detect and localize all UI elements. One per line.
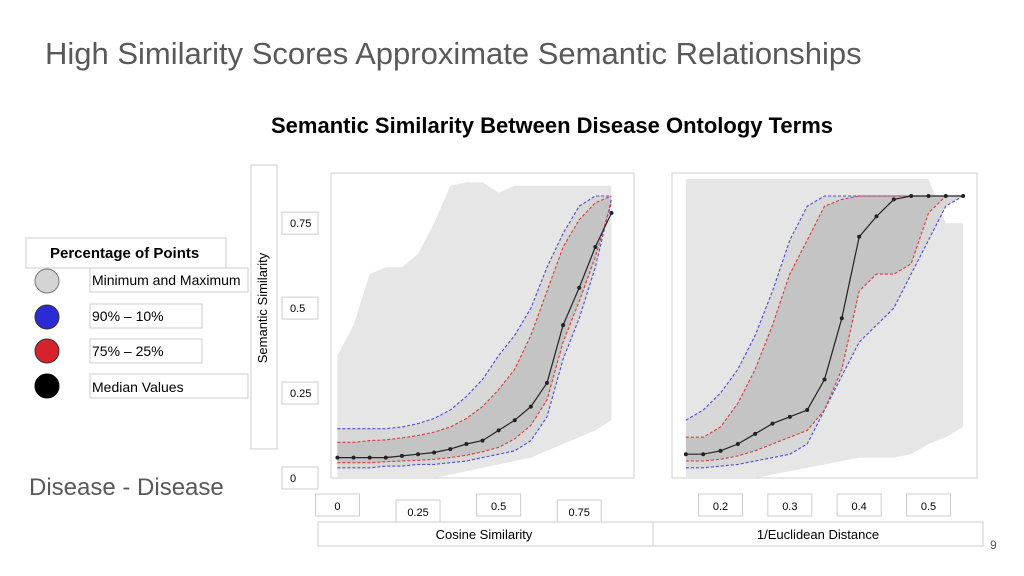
median-point	[961, 193, 966, 198]
median-point	[943, 193, 948, 198]
line-p10	[337, 199, 612, 469]
y-tick-box	[281, 381, 319, 405]
median-point	[496, 428, 501, 433]
x-tick-label: 0.5	[921, 501, 936, 513]
x-tick-box	[905, 493, 951, 517]
y-axis-ticks: 0 0.25 0.5 0.75	[281, 211, 319, 490]
x-tick-label: 0.25	[407, 507, 428, 519]
median-point	[544, 380, 549, 385]
median-point	[383, 455, 388, 460]
median-point	[432, 450, 437, 455]
panel-euclidean: 0.2 0.3 0.4 0.5	[671, 172, 978, 517]
line-p90	[337, 195, 612, 430]
median-point	[351, 455, 356, 460]
median-point	[464, 442, 469, 447]
legend-label-box	[89, 303, 203, 329]
legend-label-box	[89, 373, 249, 399]
x-tick-label: 0.3	[782, 501, 797, 513]
x-axis-label-euclidean: 1/Euclidean Distance	[757, 527, 879, 542]
median-point	[701, 452, 706, 457]
median-point	[753, 431, 758, 436]
median-point	[874, 214, 879, 219]
x-tick-box	[476, 493, 522, 517]
median-point	[718, 448, 723, 453]
y-tick-box	[281, 466, 319, 490]
median-point	[480, 438, 485, 443]
y-axis-label-box	[250, 164, 278, 450]
y-tick-box	[281, 296, 319, 320]
median-point	[926, 193, 931, 198]
legend-label-box	[89, 338, 203, 364]
chart-title: Semantic Similarity Between Disease Onto…	[271, 113, 834, 138]
line-p25	[685, 195, 964, 462]
legend-label-median: Median Values	[92, 379, 184, 395]
median-point	[822, 377, 827, 382]
median-point	[609, 210, 614, 215]
median-point	[528, 404, 533, 409]
x-tick-label: 0.2	[713, 501, 728, 513]
y-tick-box	[281, 211, 319, 235]
y-axis-label: Semantic Similarity	[255, 252, 270, 363]
legend-swatch-p90	[34, 304, 60, 330]
median-point	[839, 316, 844, 321]
median-point	[805, 408, 810, 413]
band-p25-p75	[337, 196, 612, 463]
x-tick-box	[314, 493, 360, 517]
x-tick-label: 0.75	[568, 507, 589, 519]
x-axis-label-box-euclidean	[652, 521, 984, 547]
x-tick-label: 0.5	[491, 501, 506, 513]
legend-label-box	[89, 267, 249, 293]
x-axis-label-box-cosine	[317, 521, 654, 547]
y-tick-label: 0.25	[290, 388, 311, 400]
legend-label-p90: 90% – 10%	[92, 308, 164, 324]
slide-subtitle: Disease - Disease	[29, 474, 224, 501]
median-point	[857, 234, 862, 239]
median-point	[448, 447, 453, 452]
legend: Percentage of Points Minimum and Maximum…	[25, 237, 249, 399]
panel-cosine: 0 0.25 0.5 0.75	[314, 172, 635, 523]
median-point	[891, 197, 896, 202]
line-p75	[337, 195, 612, 443]
median-point	[683, 452, 688, 457]
y-tick-label: 0	[290, 473, 296, 485]
legend-title: Percentage of Points	[50, 245, 199, 262]
legend-swatch-minmax	[34, 268, 60, 294]
x-tick-box	[836, 493, 882, 517]
x-tick-box	[767, 493, 813, 517]
median-point	[909, 193, 914, 198]
median-point	[367, 455, 372, 460]
legend-label-p75: 75% – 25%	[92, 343, 164, 359]
page-number: 9	[990, 538, 997, 552]
median-point	[770, 421, 775, 426]
line-p25	[337, 202, 612, 464]
median-point	[512, 418, 517, 423]
median-point	[735, 442, 740, 447]
median-point	[787, 414, 792, 419]
legend-swatch-median	[34, 373, 60, 399]
y-tick-label: 0.5	[290, 303, 305, 315]
median-point	[399, 453, 404, 458]
median-point	[593, 244, 598, 249]
band-p25-p75	[685, 196, 964, 461]
y-tick-label: 0.75	[290, 218, 311, 230]
legend-label-minmax: Minimum and Maximum	[92, 272, 241, 288]
median-point	[335, 455, 340, 460]
x-tick-label: 0.4	[852, 501, 867, 513]
line-p90	[685, 195, 964, 421]
x-tick-label: 0	[334, 501, 340, 513]
line-p10	[685, 195, 964, 469]
median-point	[577, 285, 582, 290]
median-point	[561, 323, 566, 328]
median-line	[337, 212, 612, 459]
x-axis-label-cosine: Cosine Similarity	[436, 527, 533, 542]
legend-swatch-p75	[34, 338, 60, 364]
slide-title: High Similarity Scores Approximate Seman…	[45, 36, 862, 71]
median-point	[416, 452, 421, 457]
x-tick-box	[698, 493, 744, 517]
